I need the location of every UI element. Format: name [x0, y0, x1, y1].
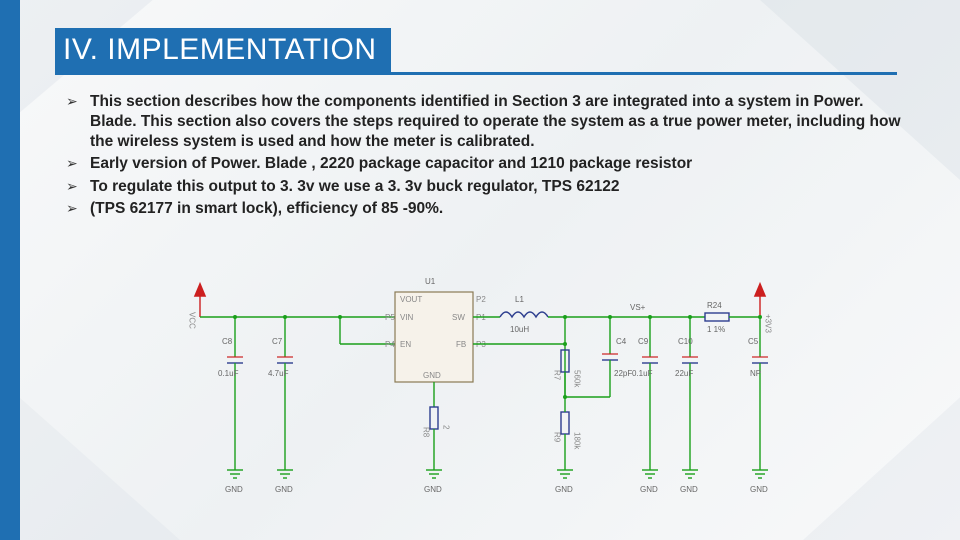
res-r7: R7 560k	[553, 317, 582, 388]
bullet-item: To regulate this output to 3. 3v we use …	[62, 177, 912, 197]
svg-text:2: 2	[442, 425, 451, 430]
svg-text:R7: R7	[553, 370, 562, 381]
svg-text:C7: C7	[272, 337, 283, 346]
svg-text:C5: C5	[748, 337, 759, 346]
gnd-symbols	[227, 462, 768, 478]
svg-text:GND: GND	[275, 485, 293, 494]
slide-root: IV. IMPLEMENTATION This section describe…	[0, 0, 960, 540]
svg-text:R24: R24	[707, 301, 722, 310]
section-title-text: IV. IMPLEMENTATION	[63, 33, 377, 67]
svg-text:SW: SW	[452, 313, 465, 322]
bullet-text: This section describes how the component…	[90, 93, 901, 150]
left-accent-bar	[0, 0, 20, 540]
svg-text:C9: C9	[638, 337, 649, 346]
svg-text:22pF: 22pF	[614, 369, 632, 378]
bullet-text: (TPS 62177 in smart lock), efficiency of…	[90, 200, 443, 217]
inductor-l1: L1 10uH	[500, 295, 548, 334]
svg-text:R9: R9	[553, 432, 562, 443]
svg-text:NP: NP	[750, 369, 761, 378]
res-r9: R9 180k	[553, 397, 582, 462]
svg-text:GND: GND	[680, 485, 698, 494]
svg-text:FB: FB	[456, 340, 466, 349]
vsplus-label: VS+	[630, 303, 646, 312]
svg-text:VIN: VIN	[400, 313, 414, 322]
svg-text:VOUT: VOUT	[400, 295, 422, 304]
svg-text:560k: 560k	[573, 370, 582, 388]
section-title: IV. IMPLEMENTATION	[55, 28, 391, 72]
3v3-rail: +3V3	[755, 284, 773, 333]
svg-text:U1: U1	[425, 277, 436, 286]
svg-text:GND: GND	[555, 485, 573, 494]
svg-text:0.1uF: 0.1uF	[218, 369, 239, 378]
svg-text:180k: 180k	[573, 432, 582, 450]
svg-text:L1: L1	[515, 295, 524, 304]
cap-c8: C8 0.1uF	[218, 317, 243, 462]
vcc-label: VCC	[188, 312, 197, 329]
svg-text:0.1uF: 0.1uF	[632, 369, 653, 378]
svg-text:EN: EN	[400, 340, 411, 349]
svg-text:P2: P2	[476, 295, 486, 304]
svg-text:P4: P4	[385, 340, 395, 349]
content-area: This section describes how the component…	[62, 92, 912, 221]
svg-text:GND: GND	[225, 485, 243, 494]
cap-c7: C7 4.7uF	[268, 317, 293, 462]
svg-text:GND: GND	[750, 485, 768, 494]
svg-text:C8: C8	[222, 337, 233, 346]
cap-c9: C9 0.1uF	[632, 317, 658, 462]
bullet-item: Early version of Power. Blade , 2220 pac…	[62, 154, 912, 174]
svg-text:22uF: 22uF	[675, 369, 693, 378]
regulator-chip: U1 VOUT P5 VIN SW P4 EN FB P2 P1 P3 GND	[385, 277, 486, 382]
svg-text:1 1%: 1 1%	[707, 325, 725, 334]
circuit-schematic: VCC +3V3 C8 0.1uF	[170, 262, 790, 512]
3v3-label: +3V3	[764, 314, 773, 333]
cap-c5: C5 NP	[748, 317, 768, 462]
svg-text:GND: GND	[640, 485, 658, 494]
svg-text:C4: C4	[616, 337, 627, 346]
svg-text:GND: GND	[423, 371, 441, 380]
svg-text:4.7uF: 4.7uF	[268, 369, 289, 378]
svg-text:C10: C10	[678, 337, 693, 346]
schematic-svg: VCC +3V3 C8 0.1uF	[170, 262, 790, 512]
svg-text:GND: GND	[424, 485, 442, 494]
res-r24: R24 1 1%	[705, 301, 729, 334]
svg-text:10uH: 10uH	[510, 325, 529, 334]
bullet-list: This section describes how the component…	[62, 92, 912, 219]
svg-text:P5: P5	[385, 313, 395, 322]
cap-c10: C10 22uF	[675, 317, 698, 462]
bullet-item: (TPS 62177 in smart lock), efficiency of…	[62, 199, 912, 219]
bullet-text: To regulate this output to 3. 3v we use …	[90, 178, 619, 195]
title-underline	[55, 72, 897, 75]
bullet-item: This section describes how the component…	[62, 92, 912, 152]
vcc-rail: VCC	[188, 284, 206, 329]
bullet-text: Early version of Power. Blade , 2220 pac…	[90, 155, 692, 172]
svg-text:R8: R8	[422, 427, 431, 438]
